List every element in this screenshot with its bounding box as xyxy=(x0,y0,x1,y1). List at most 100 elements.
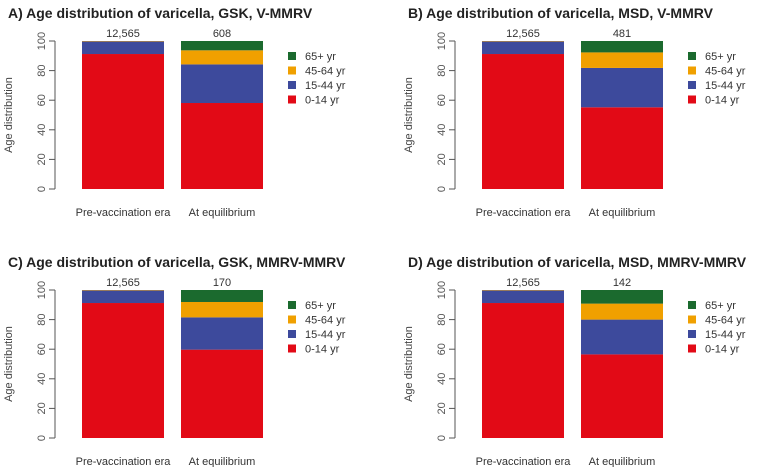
bar-count-label: 481 xyxy=(613,28,631,40)
legend-swatch xyxy=(288,52,296,60)
y-tick-label: 0 xyxy=(36,186,48,192)
y-tick-label: 0 xyxy=(436,186,448,192)
bar-segment-0-14-yr xyxy=(581,354,663,438)
bar-segment-0-14-yr xyxy=(581,107,663,189)
x-category-label: Pre-vaccination era xyxy=(476,207,572,219)
y-tick-label: 80 xyxy=(36,64,48,76)
legend-swatch xyxy=(288,81,296,89)
chart-title: A) Age distribution of varicella, GSK, V… xyxy=(8,5,313,21)
legend-swatch xyxy=(688,315,696,324)
y-tick-label: 100 xyxy=(36,281,48,299)
y-tick-label: 80 xyxy=(436,64,448,76)
legend-swatch xyxy=(288,301,296,309)
chart-panel-d: D) Age distribution of varicella, MSD, M… xyxy=(403,254,747,467)
bar-segment-15-44-yr xyxy=(482,290,564,304)
bar-segment-0-14-yr xyxy=(181,103,263,189)
chart-title: C) Age distribution of varicella, GSK, M… xyxy=(8,254,346,270)
x-category-label: Pre-vaccination era xyxy=(76,456,172,467)
bar-segment-65-yr xyxy=(181,41,263,51)
legend-label: 45-64 yr xyxy=(305,315,346,327)
y-tick-label: 100 xyxy=(436,32,448,50)
x-category-label: At equilibrium xyxy=(189,207,256,219)
chart-panel-c: C) Age distribution of varicella, GSK, M… xyxy=(3,254,346,467)
y-tick-label: 40 xyxy=(36,124,48,136)
y-tick-label: 20 xyxy=(36,402,48,414)
bar-segment-15-44-yr xyxy=(181,64,263,104)
y-tick-label: 60 xyxy=(436,343,448,355)
y-tick-label: 20 xyxy=(436,402,448,414)
chart-title: D) Age distribution of varicella, MSD, M… xyxy=(408,254,747,270)
bar-segment-0-14-yr xyxy=(82,54,164,189)
bar-segment-15-44-yr xyxy=(482,41,564,55)
legend-swatch xyxy=(688,81,696,89)
y-tick-label: 20 xyxy=(436,153,448,165)
x-category-label: Pre-vaccination era xyxy=(476,456,572,467)
chart-title: B) Age distribution of varicella, MSD, V… xyxy=(408,5,714,21)
bar-count-label: 142 xyxy=(613,277,631,289)
bar-count-label: 12,565 xyxy=(106,28,140,40)
legend-label: 15-44 yr xyxy=(305,329,346,341)
legend-swatch xyxy=(688,301,696,309)
bar-segment-15-44-yr xyxy=(82,41,164,55)
legend-swatch xyxy=(288,330,296,338)
bar-segment-65-yr xyxy=(581,41,663,53)
y-tick-label: 60 xyxy=(36,343,48,355)
x-category-label: At equilibrium xyxy=(189,456,256,467)
x-category-label: At equilibrium xyxy=(589,456,656,467)
legend-label: 45-64 yr xyxy=(305,66,346,78)
bar-segment-65-yr xyxy=(181,290,263,302)
legend-label: 45-64 yr xyxy=(705,66,746,78)
bar-segment-0-14-yr xyxy=(181,349,263,438)
legend-label: 45-64 yr xyxy=(705,315,746,327)
bar-segment-15-44-yr xyxy=(581,319,663,355)
bar-segment-15-44-yr xyxy=(581,67,663,108)
legend-swatch xyxy=(288,344,296,353)
legend-swatch xyxy=(688,95,696,104)
bar-segment-45-64-yr xyxy=(581,52,663,68)
y-tick-label: 60 xyxy=(36,94,48,106)
legend-swatch xyxy=(688,344,696,353)
y-tick-label: 0 xyxy=(36,435,48,441)
bar-segment-45-64-yr xyxy=(181,50,263,65)
legend-label: 15-44 yr xyxy=(305,80,346,92)
bar-count-label: 12,565 xyxy=(506,277,540,289)
bar-count-label: 170 xyxy=(213,277,231,289)
y-tick-label: 40 xyxy=(436,124,448,136)
x-category-label: At equilibrium xyxy=(589,207,656,219)
bar-segment-15-44-yr xyxy=(181,317,263,350)
y-axis-label: Age distribution xyxy=(3,77,15,153)
legend-label: 0-14 yr xyxy=(305,95,340,107)
y-tick-label: 40 xyxy=(436,373,448,385)
legend-label: 15-44 yr xyxy=(705,80,746,92)
y-axis-label: Age distribution xyxy=(3,326,15,402)
legend-swatch xyxy=(688,66,696,75)
bar-count-label: 12,565 xyxy=(506,28,540,40)
bar-segment-0-14-yr xyxy=(482,54,564,189)
legend-label: 65+ yr xyxy=(705,300,736,312)
bar-segment-45-64-yr xyxy=(181,301,263,318)
chart-panel-a: A) Age distribution of varicella, GSK, V… xyxy=(3,5,346,219)
legend-label: 15-44 yr xyxy=(705,329,746,341)
bar-segment-15-44-yr xyxy=(82,290,164,304)
legend-label: 65+ yr xyxy=(305,300,336,312)
bar-segment-0-14-yr xyxy=(82,303,164,438)
legend-swatch xyxy=(288,315,296,324)
y-tick-label: 60 xyxy=(436,94,448,106)
y-tick-label: 100 xyxy=(436,281,448,299)
bar-segment-0-14-yr xyxy=(482,303,564,438)
legend-swatch xyxy=(688,330,696,338)
y-tick-label: 40 xyxy=(36,373,48,385)
y-tick-label: 20 xyxy=(36,153,48,165)
bar-count-label: 608 xyxy=(213,28,231,40)
legend-swatch xyxy=(688,52,696,60)
y-tick-label: 80 xyxy=(36,313,48,325)
legend-label: 65+ yr xyxy=(305,51,336,63)
legend-swatch xyxy=(288,66,296,75)
bar-segment-65-yr xyxy=(581,290,663,304)
legend-label: 0-14 yr xyxy=(305,344,340,356)
legend-label: 65+ yr xyxy=(705,51,736,63)
y-tick-label: 80 xyxy=(436,313,448,325)
legend-label: 0-14 yr xyxy=(705,95,740,107)
